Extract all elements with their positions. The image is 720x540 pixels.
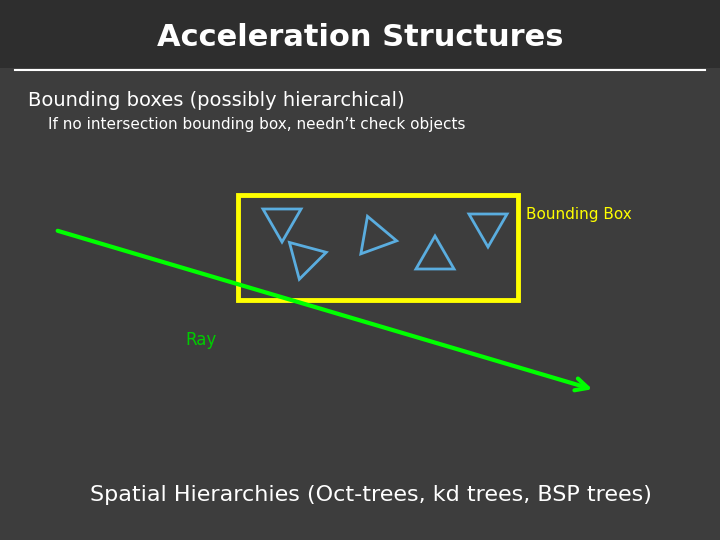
Text: Ray: Ray <box>185 331 216 349</box>
Text: Bounding Box: Bounding Box <box>526 207 631 222</box>
Bar <box>0 0 720 68</box>
Text: Bounding boxes (possibly hierarchical): Bounding boxes (possibly hierarchical) <box>28 91 405 110</box>
Text: Spatial Hierarchies (Oct-trees, kd trees, BSP trees): Spatial Hierarchies (Oct-trees, kd trees… <box>90 485 652 505</box>
Text: If no intersection bounding box, needn’t check objects: If no intersection bounding box, needn’t… <box>48 117 466 132</box>
Bar <box>238 195 518 300</box>
Text: Acceleration Structures: Acceleration Structures <box>157 24 563 52</box>
